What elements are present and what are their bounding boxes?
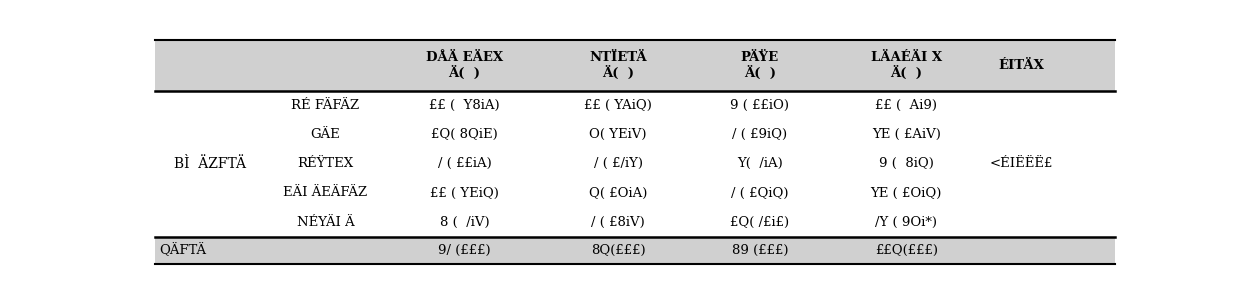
Text: DÅÄ EÄEX
Ä(  ): DÅÄ EÄEX Ä( ): [426, 51, 503, 80]
Text: ÉITÄX: ÉITÄX: [999, 59, 1044, 72]
Text: NÉYÄI Ä: NÉYÄI Ä: [296, 216, 354, 229]
Text: £Q( /£i£): £Q( /£i£): [730, 216, 789, 229]
Text: / ( £/iY): / ( £/iY): [593, 157, 643, 170]
Text: Q( £OiA): Q( £OiA): [589, 187, 647, 200]
Text: 9/ (£££): 9/ (£££): [439, 244, 491, 257]
Text: / ( £9iQ): / ( £9iQ): [732, 128, 787, 141]
Text: O( YEiV): O( YEiV): [590, 128, 647, 141]
Text: / ( ££iA): / ( ££iA): [437, 157, 492, 170]
Text: LÄAÉÄI X
Ä(  ): LÄAÉÄI X Ä( ): [871, 51, 942, 80]
Text: Y(  /iA): Y( /iA): [737, 157, 783, 170]
Text: 9 (  8iQ): 9 ( 8iQ): [878, 157, 934, 170]
Text: YE ( £AiV): YE ( £AiV): [872, 128, 940, 141]
Text: YE ( £OiQ): YE ( £OiQ): [871, 187, 942, 200]
Text: RÉ FÄFÄZ: RÉ FÄFÄZ: [291, 99, 359, 112]
Text: 9 ( ££iO): 9 ( ££iO): [730, 99, 789, 112]
Text: /Y ( 9Oi*): /Y ( 9Oi*): [875, 216, 937, 229]
Text: 8Q(£££): 8Q(£££): [591, 244, 646, 257]
Text: £Q( 8QiE): £Q( 8QiE): [431, 128, 498, 141]
Text: ££ ( YAiQ): ££ ( YAiQ): [585, 99, 652, 112]
Text: EÄI ÄEÄFÄZ: EÄI ÄEÄFÄZ: [284, 187, 368, 200]
Text: NTÏETÄ
Ä(  ): NTÏETÄ Ä( ): [590, 51, 647, 80]
Text: QÄFTÄ: QÄFTÄ: [160, 244, 207, 257]
Text: / ( £8iV): / ( £8iV): [591, 216, 646, 229]
Text: ££ (  Ai9): ££ ( Ai9): [875, 99, 937, 112]
Text: GÄE: GÄE: [311, 128, 341, 141]
Text: 89 (£££): 89 (£££): [731, 244, 788, 257]
Text: BÌ  ÄZFTÄ: BÌ ÄZFTÄ: [175, 157, 247, 171]
Text: ££ (  Y8iA): ££ ( Y8iA): [429, 99, 499, 112]
Text: ££Q(£££): ££Q(£££): [875, 244, 938, 257]
Text: <ÉIËËË£: <ÉIËËË£: [990, 157, 1053, 170]
Text: 8 (  /iV): 8 ( /iV): [440, 216, 489, 229]
Text: ££ ( YEiQ): ££ ( YEiQ): [430, 187, 499, 200]
Text: RÉŸTEX: RÉŸTEX: [297, 157, 353, 170]
Text: PÄŸE
Ä(  ): PÄŸE Ä( ): [741, 51, 779, 80]
Text: / ( £QiQ): / ( £QiQ): [731, 187, 788, 200]
